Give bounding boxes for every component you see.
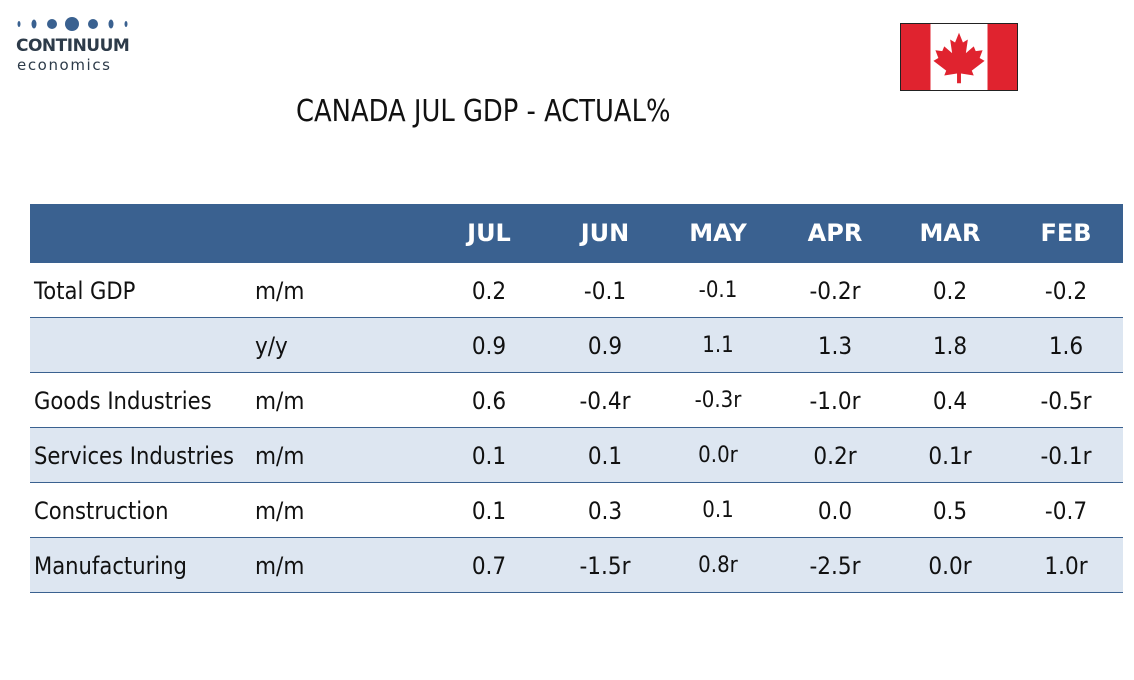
gdp-table: JUL JUN MAY APR MAR FEB Total GDP m/m 0.… [30,204,1123,593]
value-cell: 0.9 [587,332,623,360]
value-cell: 0.3 [587,497,623,525]
value-cell: 0.7 [471,552,507,580]
row-measure: m/m [255,497,305,525]
row-measure: m/m [255,387,305,415]
value-cell: 0.6 [471,387,507,415]
row-measure: m/m [255,442,305,470]
row-label: Construction [34,497,169,525]
table-row: Manufacturing m/m 0.7 -1.5r 0.8r -2.5r 0… [30,538,1123,593]
value-cell: 0.2 [471,277,507,305]
value-cell: 0.4 [932,387,968,415]
value-cell: 1.1 [702,333,734,358]
table-row: Services Industries m/m 0.1 0.1 0.0r 0.2… [30,428,1123,483]
value-cell: 0.1 [587,442,623,470]
value-cell: -0.4r [579,387,631,415]
value-cell: -0.7 [1044,497,1088,525]
value-cell: 0.1 [471,442,507,470]
row-measure: m/m [255,552,305,580]
value-cell: 0.0r [928,552,972,580]
logo-word-economics: economics [17,56,112,74]
value-cell: -0.2 [1044,277,1088,305]
value-cell: 0.8r [698,553,738,578]
row-label: Goods Industries [34,387,212,415]
value-cell: 0.0r [698,443,738,468]
value-cell: -0.3r [694,388,742,413]
value-cell: 1.8 [932,332,968,360]
logo-dots-icon [17,17,128,31]
value-cell: 0.0 [817,497,853,525]
value-cell: -0.2r [809,277,861,305]
continuum-economics-logo: CONTINUUM economics [16,14,146,78]
value-cell: 0.1 [471,497,507,525]
row-label: Manufacturing [34,552,187,580]
value-cell: -0.1r [1040,442,1092,470]
value-cell: -2.5r [809,552,861,580]
row-label: Services Industries [34,442,235,470]
header-jun: JUN [580,219,630,247]
table-row: Construction m/m 0.1 0.3 0.1 0.0 0.5 -0.… [30,483,1123,538]
value-cell: -0.1 [583,277,627,305]
header-apr: APR [807,219,863,247]
page-title: CANADA JUL GDP - ACTUAL% [296,94,671,129]
table-row: Goods Industries m/m 0.6 -0.4r -0.3r -1.… [30,373,1123,428]
canada-flag-icon [900,23,1018,91]
value-cell: -0.5r [1040,387,1092,415]
value-cell: -1.0r [809,387,861,415]
row-label: Total GDP [34,277,136,305]
value-cell: 0.2r [813,442,857,470]
header-mar: MAR [919,219,981,247]
row-measure: m/m [255,277,305,305]
value-cell: 1.3 [817,332,853,360]
table-header: JUL JUN MAY APR MAR FEB [30,204,1123,263]
header-may: MAY [689,219,747,247]
header-feb: FEB [1040,219,1092,247]
table-row: Total GDP m/m 0.2 -0.1 -0.1 -0.2r 0.2 -0… [30,263,1123,318]
value-cell: 0.5 [932,497,968,525]
value-cell: 0.2 [932,277,968,305]
value-cell: -0.1 [698,278,738,303]
value-cell: 0.1r [928,442,972,470]
logo-word-continuum: CONTINUUM [16,36,130,56]
value-cell: 1.0r [1044,552,1088,580]
table-row: y/y 0.9 0.9 1.1 1.3 1.8 1.6 [30,318,1123,373]
value-cell: 0.9 [471,332,507,360]
value-cell: -1.5r [579,552,631,580]
row-measure: y/y [255,332,288,360]
header-jul: JUL [467,219,511,247]
value-cell: 1.6 [1048,332,1084,360]
value-cell: 0.1 [702,498,734,523]
